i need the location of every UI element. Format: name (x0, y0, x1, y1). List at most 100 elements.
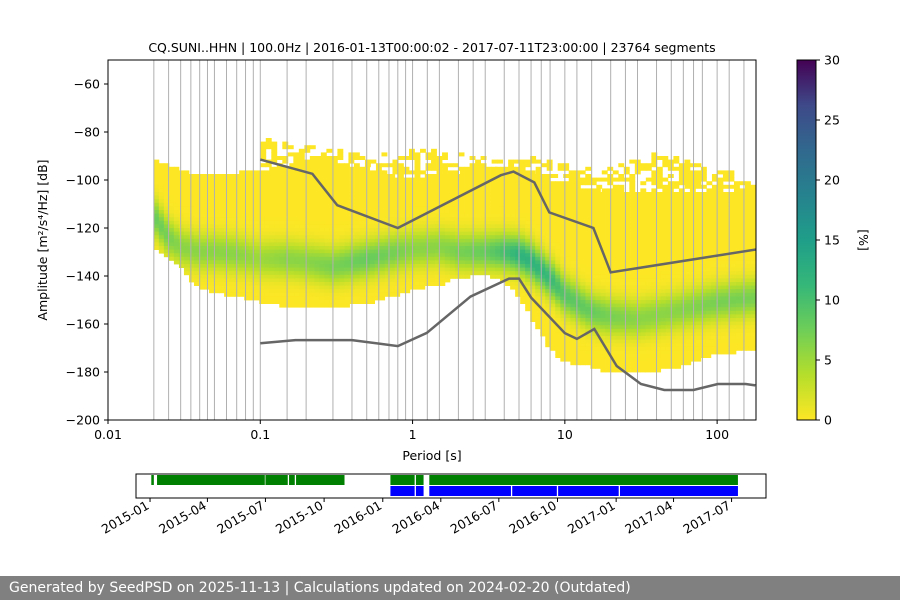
heatmap-cell (710, 292, 717, 297)
heatmap-cell (264, 282, 270, 286)
heatmap-cell (525, 296, 531, 301)
heatmap-cell (735, 192, 742, 196)
heatmap-cell (615, 220, 621, 225)
heatmap-cell (645, 307, 652, 312)
heatmap-cell (590, 285, 596, 290)
heatmap-cell (673, 184, 680, 189)
heatmap-cell (403, 166, 410, 171)
heatmap-cell (575, 350, 581, 355)
heatmap-cell (419, 278, 426, 283)
heatmap-cell (298, 148, 305, 153)
heatmap-cell (314, 292, 320, 297)
heatmap-cell (540, 314, 546, 319)
heatmap-cell (525, 307, 531, 312)
heatmap-cell (585, 231, 591, 236)
heatmap-cell (289, 206, 295, 211)
heatmap-cell (188, 195, 195, 200)
heatmap-cell (650, 274, 657, 279)
heatmap-cell (429, 242, 436, 247)
heatmap-cell (530, 177, 536, 182)
heatmap-cell (635, 346, 641, 351)
heatmap-cell (735, 238, 742, 243)
heatmap-cell (550, 292, 556, 297)
heatmap-cell (700, 296, 707, 301)
heatmap-cell (474, 188, 481, 193)
heatmap-cell (620, 206, 626, 211)
heatmap-cell (464, 260, 471, 265)
heatmap-cell (334, 210, 340, 214)
heatmap-cell (705, 343, 712, 348)
heatmap-cell (397, 156, 404, 160)
heatmap-cell (289, 231, 295, 236)
heatmap-cell (399, 271, 406, 276)
heatmap-cell (259, 253, 265, 258)
heatmap-cell (660, 285, 667, 290)
heatmap-cell (324, 292, 330, 297)
heatmap-cell (615, 354, 621, 358)
heatmap-cell (389, 206, 396, 211)
heatmap-cell (168, 256, 175, 261)
heatmap-cell (545, 336, 551, 340)
heatmap-cell (685, 339, 692, 344)
heatmap-cell (670, 202, 677, 207)
heatmap-cell (324, 267, 330, 272)
heatmap-cell (419, 228, 426, 232)
heatmap-cell (464, 184, 471, 189)
heatmap-cell (725, 300, 732, 304)
heatmap-cell (700, 235, 707, 240)
heatmap-cell (339, 163, 345, 168)
heatmap-cell (662, 188, 669, 193)
heatmap-cell (419, 256, 426, 261)
heatmap-cell (188, 249, 195, 254)
heatmap-cell (745, 242, 752, 247)
heatmap-cell (293, 152, 300, 157)
heatmap-cell (229, 188, 235, 193)
heatmap-cell (439, 210, 446, 214)
heatmap-cell (379, 217, 386, 222)
heatmap-cell (193, 199, 200, 204)
heatmap-cell (449, 224, 456, 229)
heatmap-cell (334, 181, 340, 186)
heatmap-cell (354, 199, 360, 204)
heatmap-cell (555, 282, 561, 286)
heatmap-cell (565, 202, 571, 207)
heatmap-cell (750, 303, 756, 308)
heatmap-cell (590, 357, 596, 362)
heatmap-cell (204, 184, 210, 189)
heatmap-cell (500, 192, 506, 196)
heatmap-cell (685, 289, 692, 294)
heatmap-cell (745, 256, 752, 261)
heatmap-cell (379, 260, 386, 265)
heatmap-cell (188, 260, 195, 265)
heatmap-cell (640, 300, 647, 304)
heatmap-cell (685, 296, 692, 301)
heatmap-cell (595, 271, 601, 276)
heatmap-cell (229, 253, 235, 258)
heatmap-cell (414, 159, 421, 164)
heatmap-cell (282, 159, 289, 164)
heatmap-cell (635, 339, 641, 344)
heatmap-cell (670, 328, 677, 333)
heatmap-cell (249, 285, 255, 290)
heatmap-cell (304, 296, 310, 301)
heatmap-cell (629, 184, 636, 189)
heatmap-cell (404, 195, 411, 200)
heatmap-cell (454, 213, 461, 218)
heatmap-cell (635, 364, 641, 369)
heatmap-cell (314, 217, 320, 222)
heatmap-cell (259, 264, 265, 268)
heatmap-cell (269, 192, 275, 196)
heatmap-cell (600, 357, 606, 362)
heatmap-cell (735, 235, 742, 240)
heatmap-cell (500, 260, 506, 265)
heatmap-cell (700, 199, 707, 204)
heatmap-cell (289, 246, 295, 250)
heatmap-cell (369, 181, 376, 186)
heatmap-cell (560, 343, 566, 348)
heatmap-cell (294, 199, 300, 204)
heatmap-cell (399, 217, 406, 222)
heatmap-cell (700, 310, 707, 315)
heatmap-cell (359, 210, 365, 214)
heatmap-cell (299, 166, 305, 171)
heatmap-cell (364, 195, 371, 200)
